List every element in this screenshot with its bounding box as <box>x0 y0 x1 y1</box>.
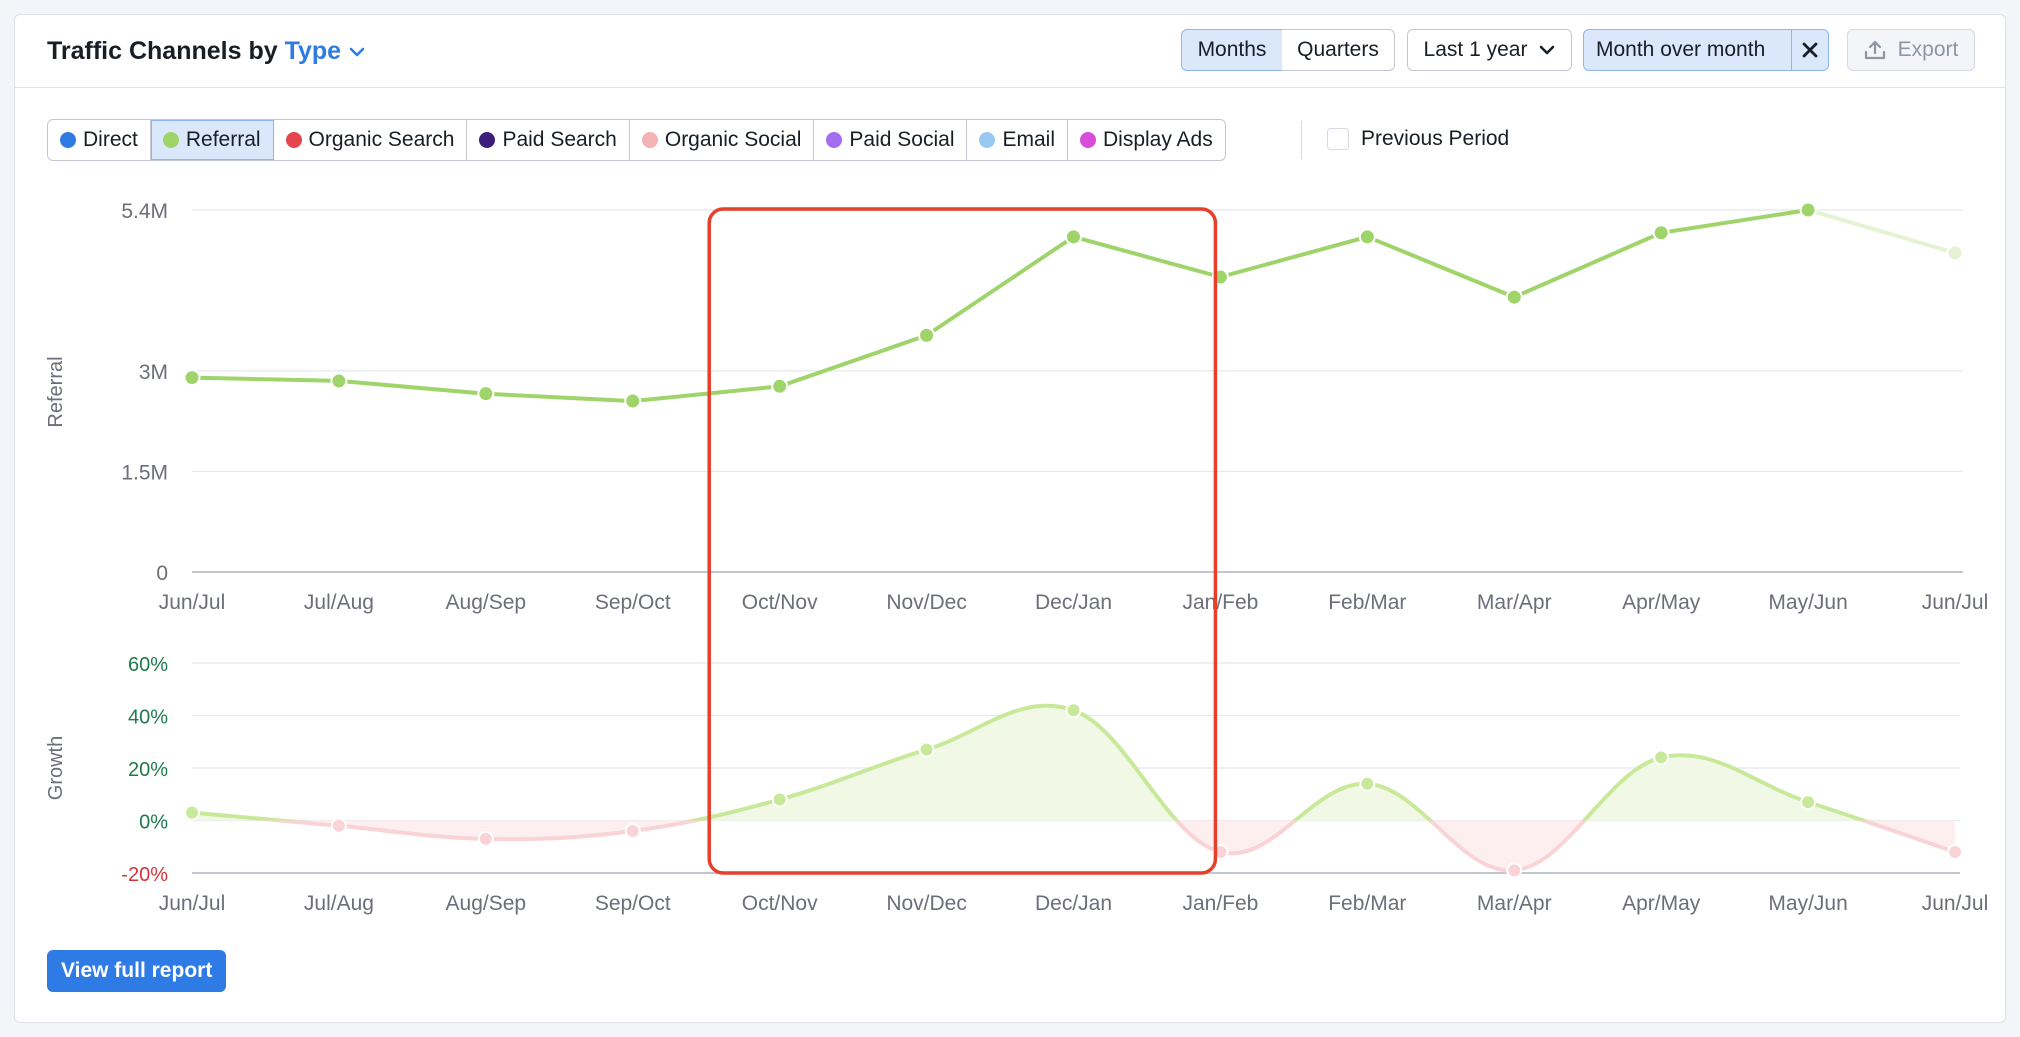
legend-label: Direct <box>83 128 138 151</box>
legend-item-display-ads[interactable]: Display Ads <box>1068 120 1225 160</box>
widget-title: Traffic Channels by Type <box>47 37 365 66</box>
type-dropdown[interactable]: Type <box>285 37 366 65</box>
paid-social-dot-icon <box>826 132 843 148</box>
direct-dot-icon <box>60 132 76 148</box>
legend-label: Paid Search <box>502 128 617 151</box>
months-label: Months <box>1197 38 1267 61</box>
previous-period-label: Previous Period <box>1361 127 1510 150</box>
clear-comparison-button[interactable] <box>1791 29 1829 71</box>
legend-label: Paid Social <box>849 128 955 151</box>
email-dot-icon <box>979 132 996 148</box>
export-label: Export <box>1897 38 1959 61</box>
range-label: Last 1 year <box>1423 38 1528 61</box>
previous-period-checkbox[interactable] <box>1327 128 1349 150</box>
legend-item-paid-social[interactable]: Paid Social <box>814 120 968 160</box>
paid-search-dot-icon <box>479 132 496 148</box>
traffic-channels-card: Traffic Channels by Type Months Quarters… <box>14 14 2006 1023</box>
comparison-label: Month over month <box>1596 38 1766 61</box>
close-icon <box>1802 42 1818 58</box>
legend-item-direct[interactable]: Direct <box>48 120 151 160</box>
legend-label: Organic Search <box>308 128 455 151</box>
channel-legend: Direct Referral Organic Search Paid Sear… <box>47 119 1226 161</box>
upload-icon <box>1864 40 1886 60</box>
legend-item-organic-search[interactable]: Organic Search <box>274 120 468 160</box>
months-tab[interactable]: Months <box>1181 29 1283 71</box>
quarters-tab[interactable]: Quarters <box>1282 29 1395 71</box>
legend-label: Organic Social <box>664 128 802 151</box>
legend-item-paid-search[interactable]: Paid Search <box>467 120 630 160</box>
organic-search-dot-icon <box>285 132 302 148</box>
legend-label: Email <box>1002 128 1055 151</box>
range-dropdown[interactable]: Last 1 year <box>1407 29 1572 71</box>
legend-item-organic-social[interactable]: Organic Social <box>630 120 815 160</box>
legend-item-email[interactable]: Email <box>967 120 1068 160</box>
legend-divider <box>1301 121 1302 159</box>
quarters-label: Quarters <box>1297 38 1379 61</box>
view-full-report-label: View full report <box>61 959 213 982</box>
view-full-report-button[interactable]: View full report <box>47 950 227 992</box>
card-header: Traffic Channels by Type Months Quarters… <box>15 15 2005 88</box>
display-ads-dot-icon <box>1080 132 1096 148</box>
referral-dot-icon <box>162 132 179 148</box>
legend-label: Display Ads <box>1103 128 1213 151</box>
chevron-down-icon <box>349 41 365 62</box>
comparison-chip[interactable]: Month over month <box>1583 29 1792 71</box>
chevron-down-icon <box>1539 45 1555 55</box>
title-prefix: Traffic Channels by <box>47 37 278 65</box>
organic-social-dot-icon <box>641 132 658 148</box>
type-label: Type <box>284 37 342 65</box>
legend-item-referral[interactable]: Referral <box>150 120 274 160</box>
legend-label: Referral <box>185 128 261 151</box>
export-button[interactable]: Export <box>1847 29 1975 71</box>
previous-period-toggle[interactable]: Previous Period <box>1327 127 1509 151</box>
